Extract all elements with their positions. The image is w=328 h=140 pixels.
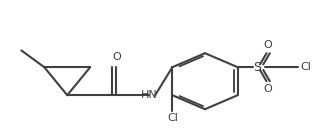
Text: HN: HN: [141, 90, 158, 100]
Text: O: O: [264, 40, 273, 50]
Text: O: O: [264, 84, 273, 94]
Text: S: S: [253, 61, 261, 74]
Text: O: O: [112, 52, 121, 62]
Text: Cl: Cl: [300, 62, 311, 72]
Text: Cl: Cl: [167, 113, 178, 123]
